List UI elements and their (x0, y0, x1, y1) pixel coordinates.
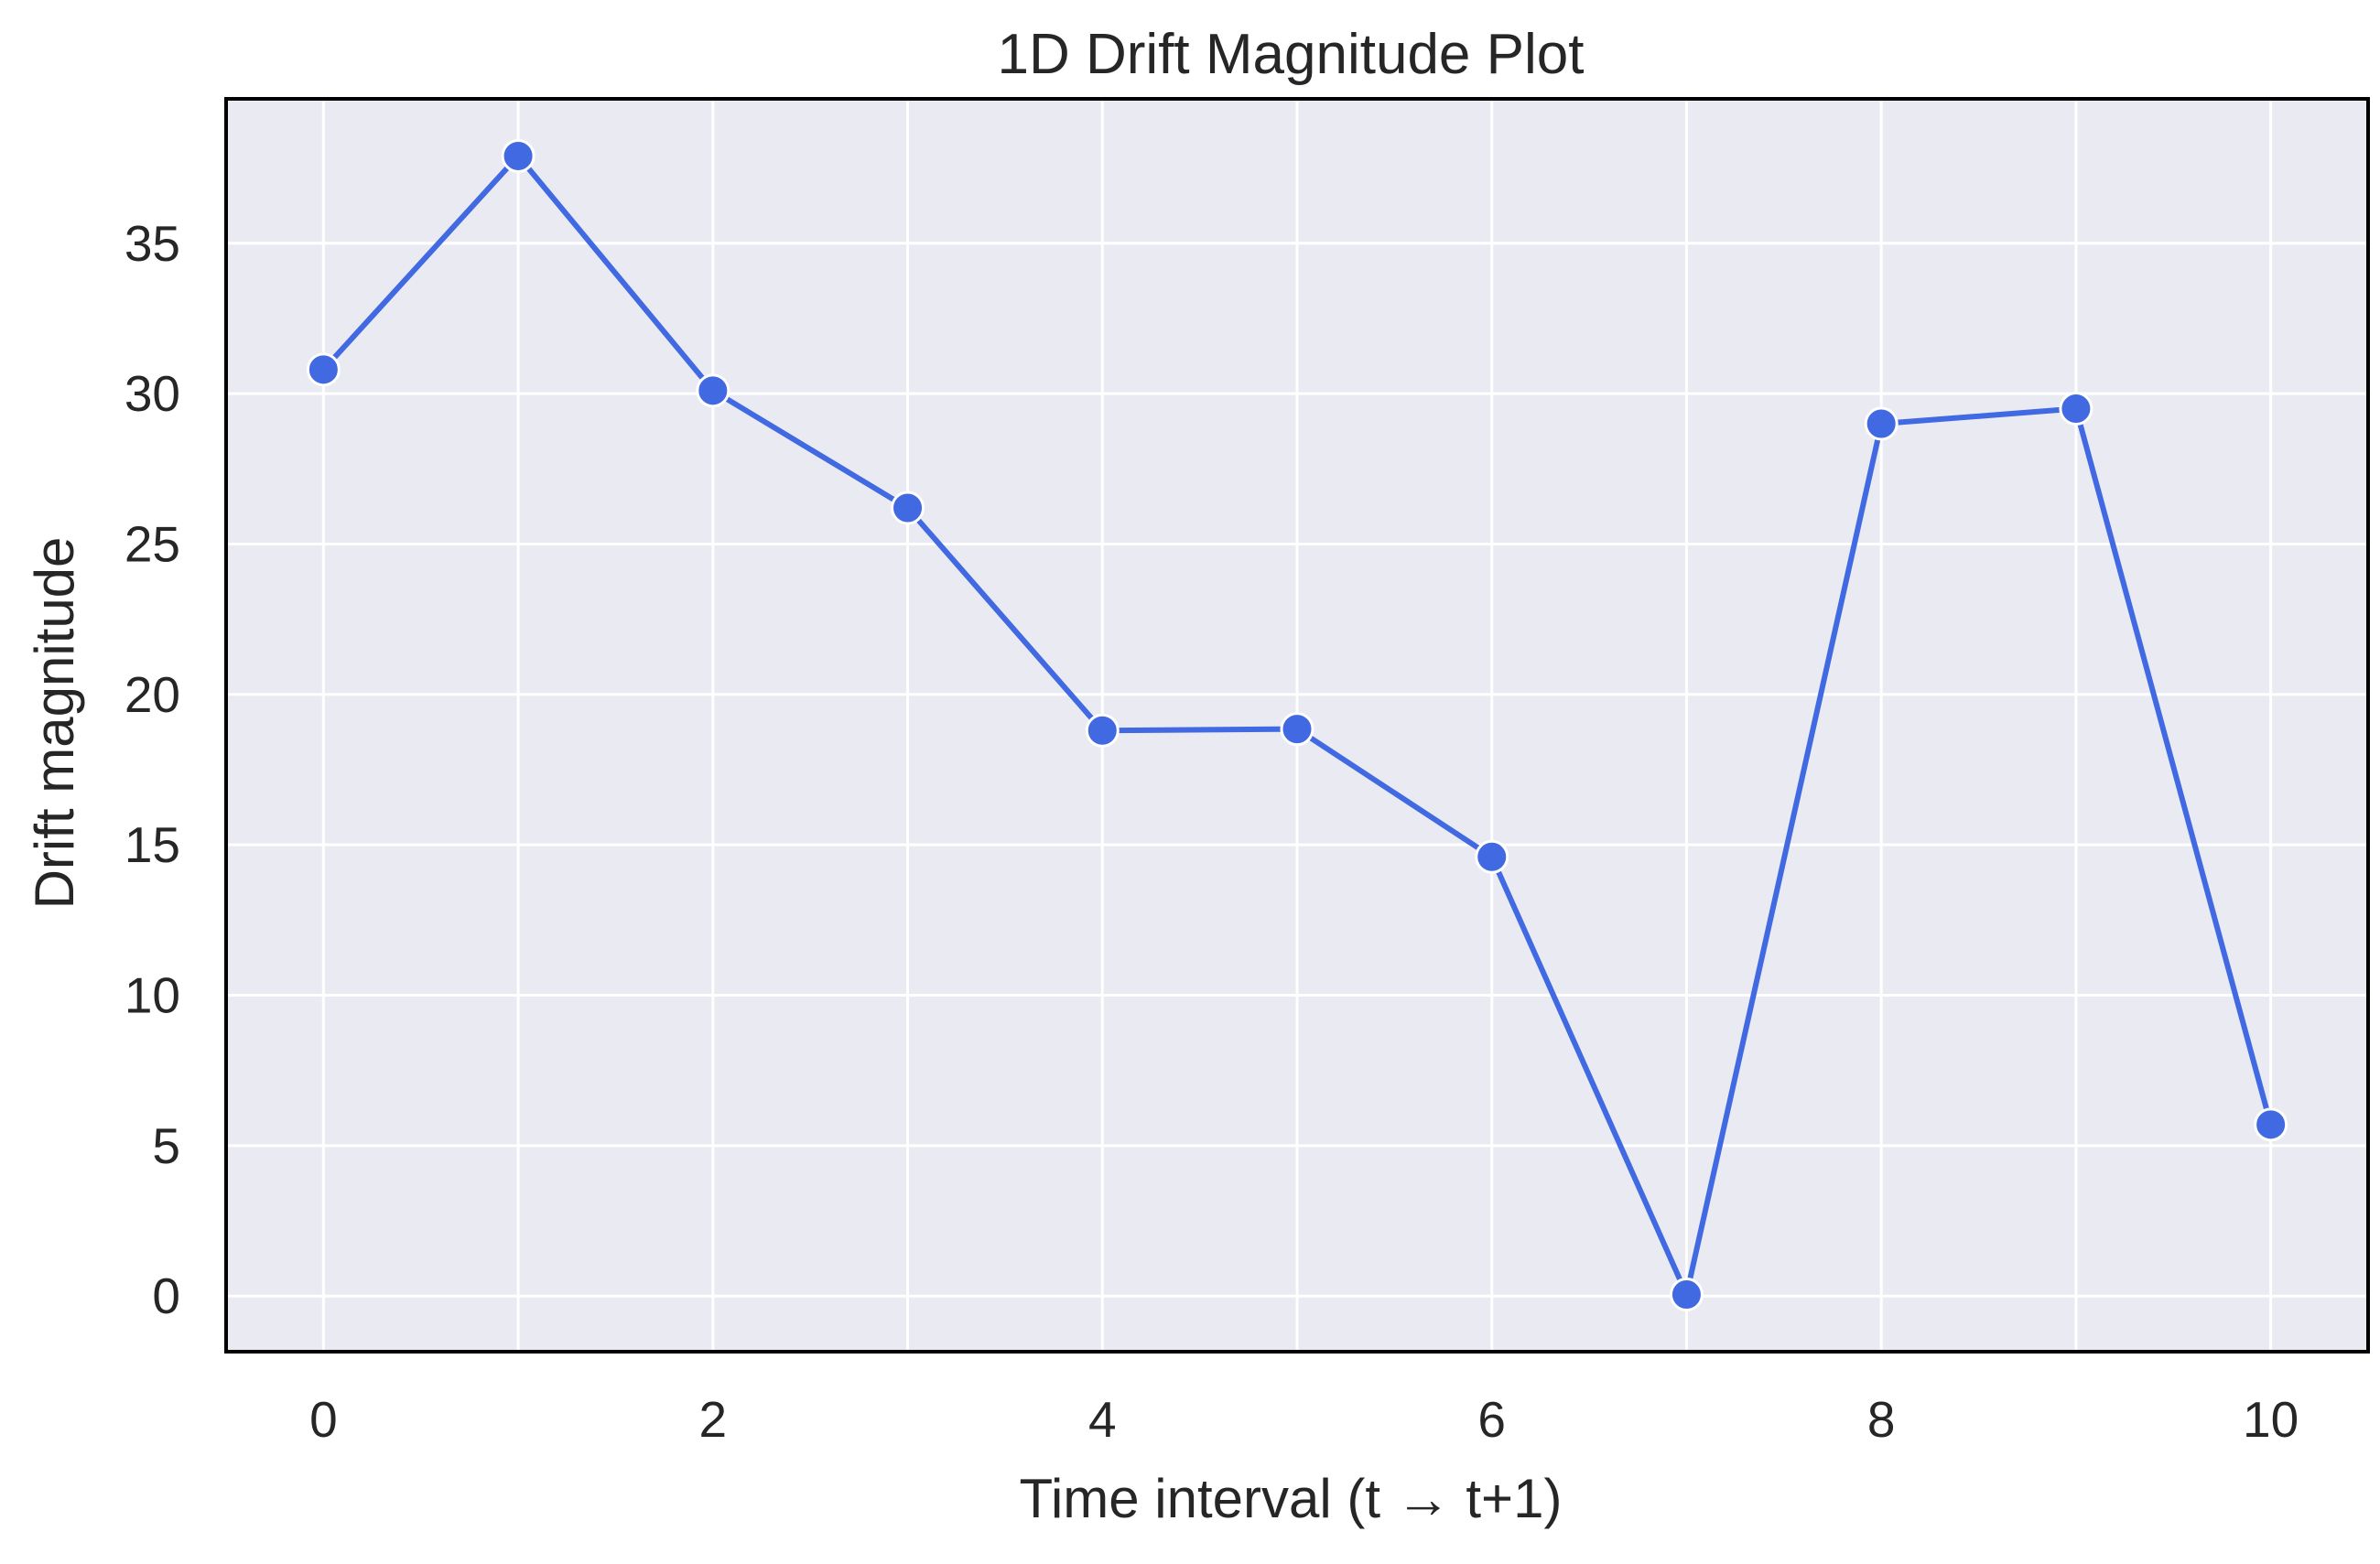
y-tick-label: 15 (124, 816, 180, 873)
x-tick-label: 0 (309, 1391, 338, 1448)
y-tick-labels: 0 5 10 15 20 25 30 35 (124, 215, 180, 1324)
y-tick-label: 10 (124, 967, 180, 1024)
y-tick-label: 30 (124, 365, 180, 422)
x-tick-label: 6 (1477, 1391, 1506, 1448)
y-tick-label: 20 (124, 666, 180, 723)
data-point (696, 373, 730, 408)
y-tick-label: 5 (152, 1117, 180, 1174)
chart-title: 1D Drift Magnitude Plot (998, 23, 1585, 86)
data-point (501, 138, 536, 173)
data-point (1280, 712, 1314, 747)
data-point (891, 491, 925, 525)
y-tick-label: 0 (152, 1267, 180, 1324)
y-tick-label: 35 (124, 215, 180, 272)
data-point (2059, 392, 2093, 426)
series-layer (306, 138, 2288, 1312)
data-point (1669, 1278, 1704, 1312)
data-point (1864, 406, 1899, 441)
data-point (1475, 839, 1509, 874)
x-tick-labels: 0 2 4 6 8 10 (309, 1391, 2299, 1448)
data-point (1085, 713, 1120, 748)
x-tick-label: 2 (699, 1391, 728, 1448)
x-tick-label: 8 (1867, 1391, 1896, 1448)
x-tick-label: 4 (1088, 1391, 1117, 1448)
data-point (2254, 1107, 2288, 1142)
grid-lines (226, 99, 2368, 1352)
x-tick-label: 10 (2243, 1391, 2299, 1448)
x-axis-label: Time interval (t → t+1) (1020, 1468, 1563, 1529)
y-tick-label: 25 (124, 515, 180, 572)
data-point (306, 352, 341, 387)
plot-frame (224, 97, 2370, 1354)
y-axis-label: Drift magnitude (24, 537, 85, 910)
